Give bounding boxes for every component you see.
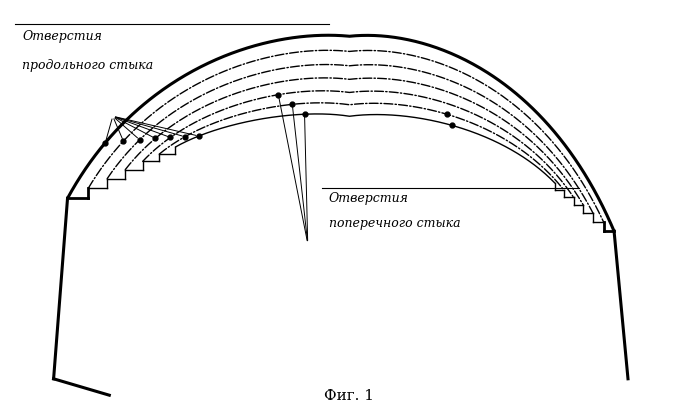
Text: поперечного стыка: поперечного стыка bbox=[329, 217, 460, 230]
Text: Фиг. 1: Фиг. 1 bbox=[324, 389, 375, 404]
Text: Отверстия: Отверстия bbox=[329, 192, 408, 205]
Text: Отверстия: Отверстия bbox=[22, 30, 102, 43]
Text: продольного стыка: продольного стыка bbox=[22, 59, 154, 72]
